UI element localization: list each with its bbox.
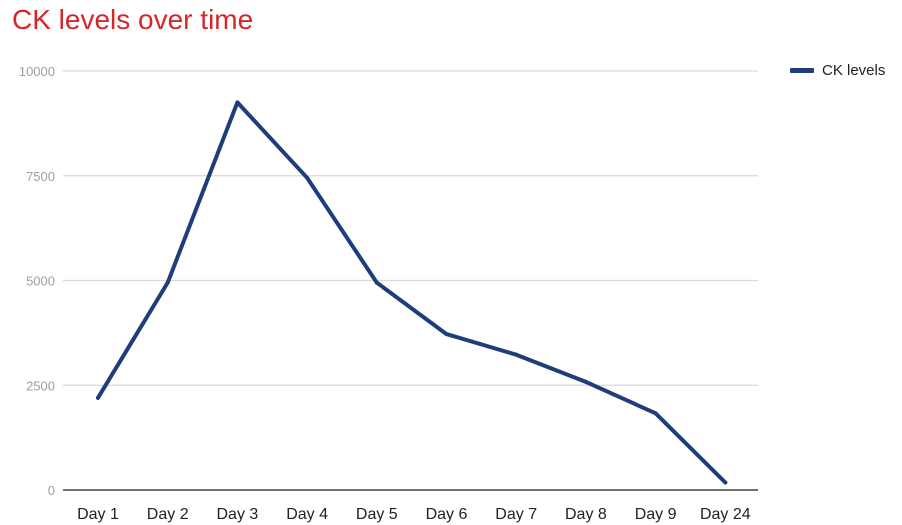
data-point bbox=[653, 411, 658, 416]
legend: CK levels bbox=[790, 62, 885, 79]
x-tick-label: Day 5 bbox=[356, 506, 398, 523]
x-tick-label: Day 8 bbox=[565, 506, 607, 523]
data-point bbox=[723, 480, 728, 485]
series-layer bbox=[96, 100, 728, 485]
gridlines bbox=[63, 70, 758, 491]
x-tick-label: Day 7 bbox=[495, 506, 537, 523]
x-tick-label: Day 1 bbox=[77, 506, 119, 523]
y-axis-ticks: 0 2500 5000 7500 10000 bbox=[19, 64, 55, 498]
x-tick-label: Day 6 bbox=[426, 506, 468, 523]
legend-swatch bbox=[790, 68, 814, 73]
chart-title: CK levels over time bbox=[12, 4, 254, 35]
legend-label: CK levels bbox=[822, 62, 886, 79]
data-point bbox=[374, 280, 379, 285]
series-line bbox=[96, 100, 728, 485]
y-tick-label: 5000 bbox=[26, 274, 55, 289]
data-point bbox=[165, 280, 170, 285]
y-tick-label: 10000 bbox=[19, 64, 55, 79]
y-tick-label: 7500 bbox=[26, 169, 55, 184]
data-point bbox=[305, 175, 310, 180]
x-tick-label: Day 3 bbox=[217, 506, 259, 523]
y-tick-label: 0 bbox=[48, 483, 55, 498]
data-point bbox=[235, 100, 240, 105]
y-tick-label: 2500 bbox=[26, 378, 55, 393]
x-tick-label: Day 2 bbox=[147, 506, 189, 523]
data-point bbox=[96, 395, 100, 400]
data-point bbox=[514, 352, 519, 357]
x-tick-label: Day 4 bbox=[286, 506, 328, 523]
data-point bbox=[583, 379, 588, 384]
x-tick-label: Day 9 bbox=[635, 506, 677, 523]
x-axis-ticks: Day 1 Day 2 Day 3 Day 4 Day 5 Day 6 Day 7 Day 8… bbox=[77, 506, 751, 523]
data-point bbox=[444, 332, 449, 337]
x-tick-label: Day 24 bbox=[700, 506, 751, 523]
